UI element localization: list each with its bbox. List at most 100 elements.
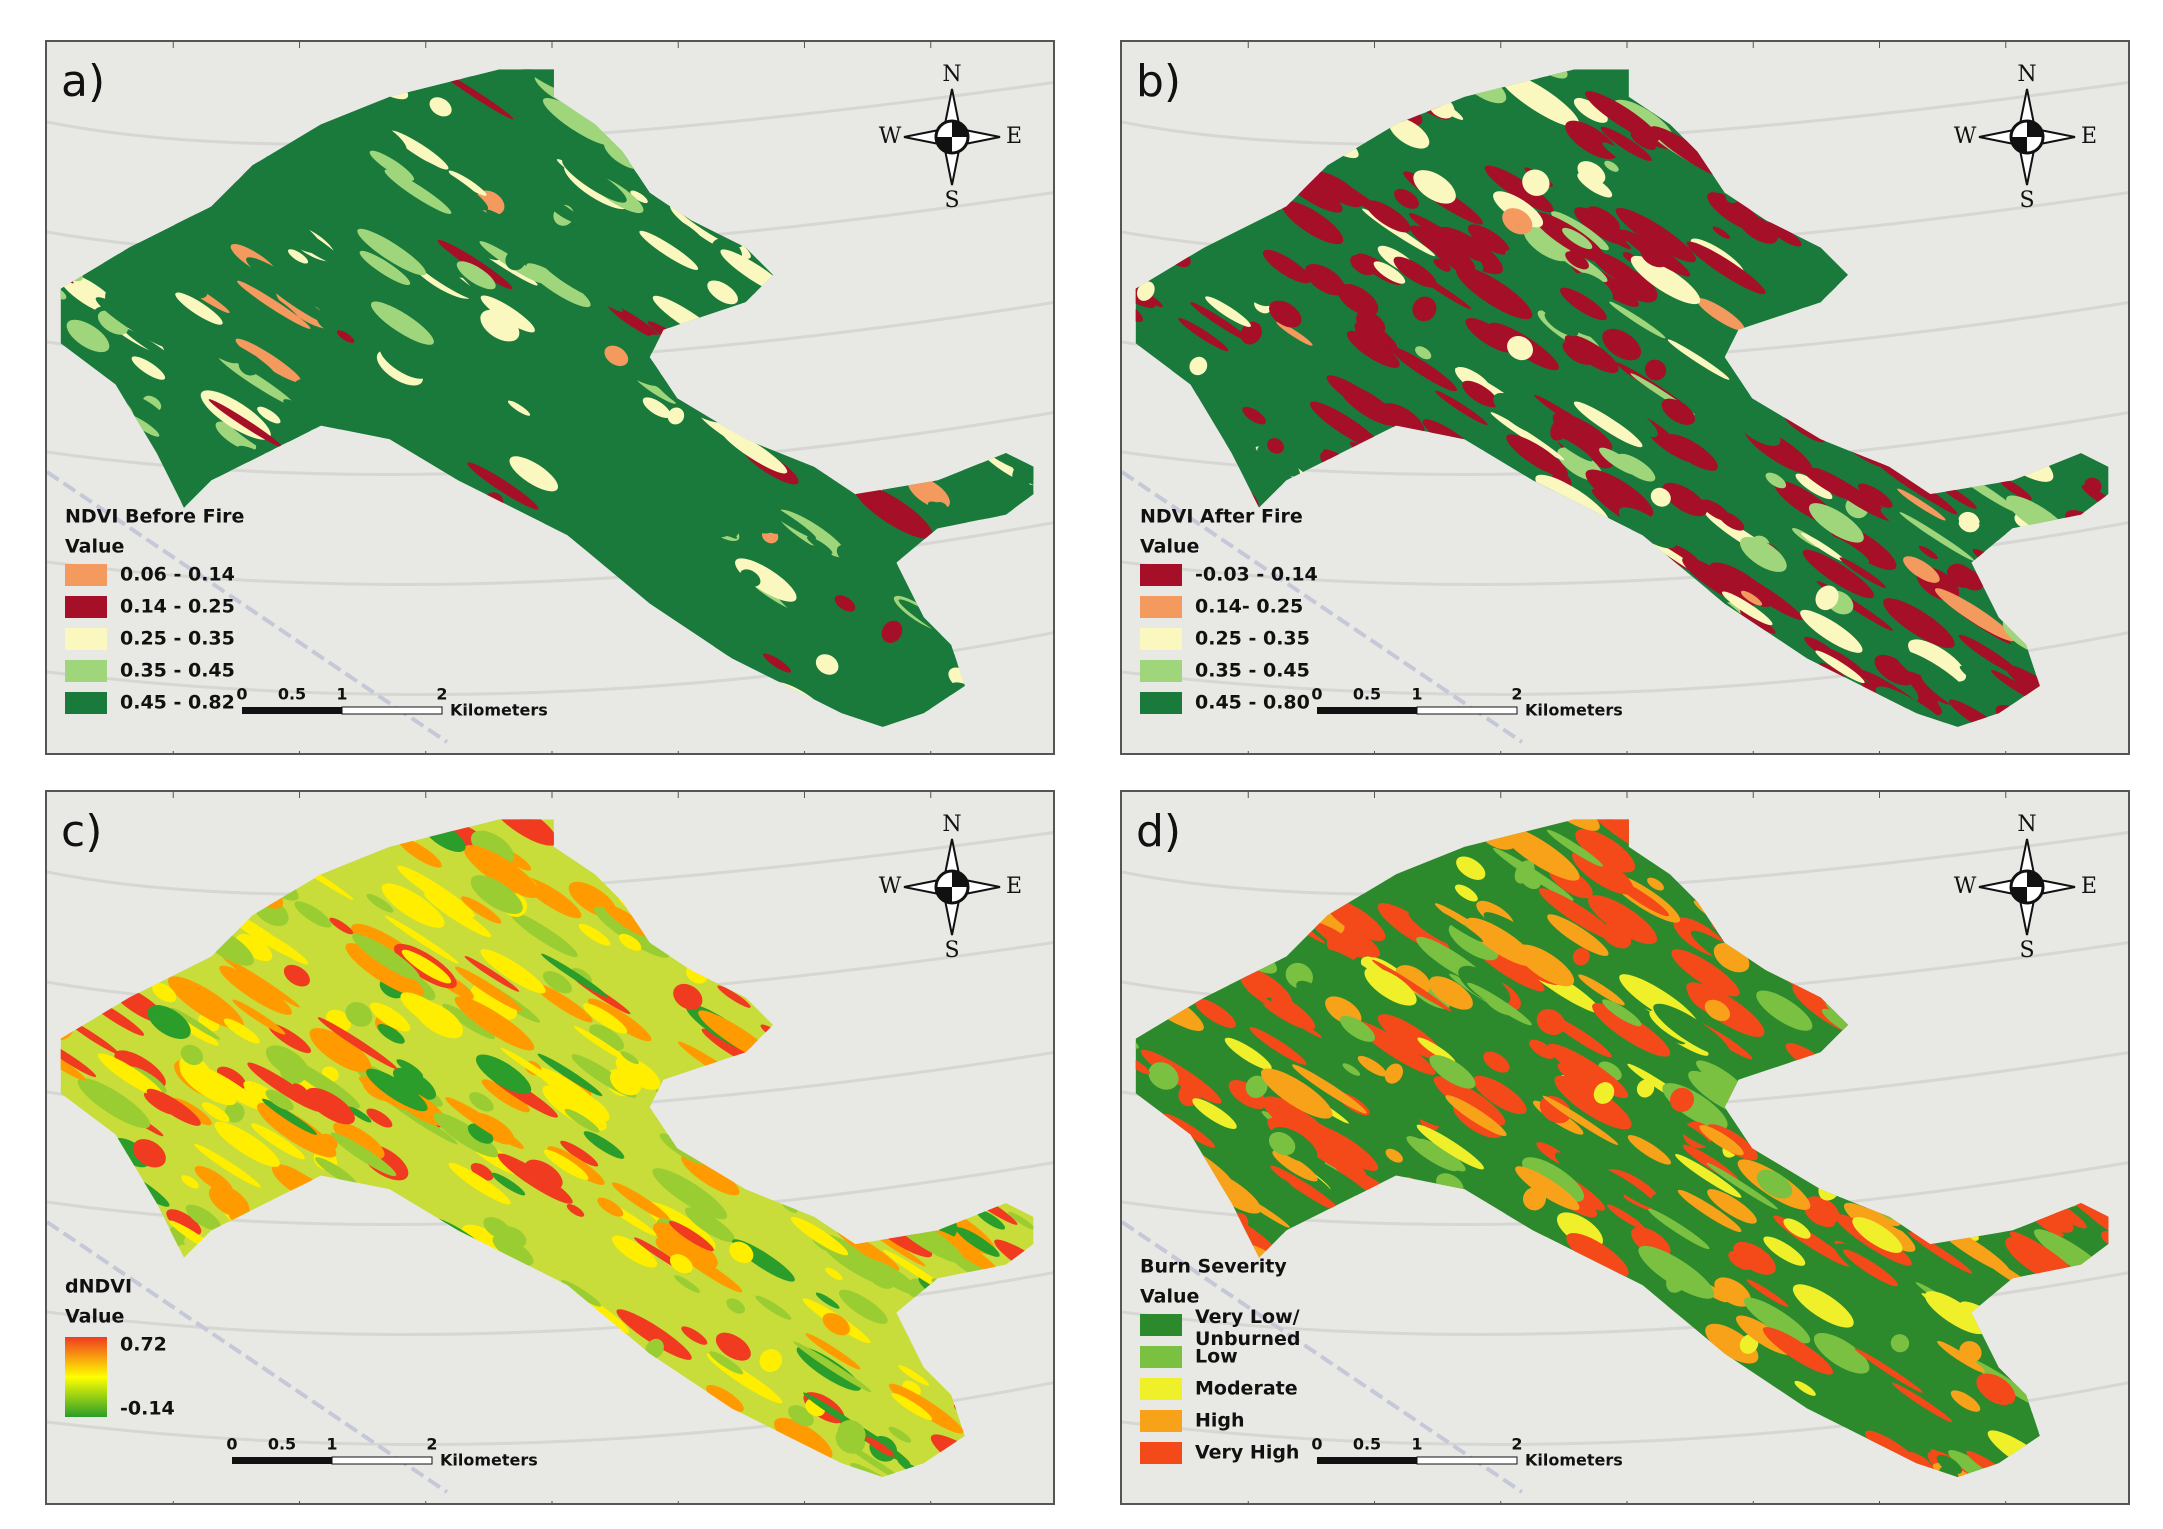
vegetation-patch (110, 717, 172, 727)
vegetation-patch (1602, 999, 1642, 1027)
vegetation-patch (1652, 69, 1723, 95)
vegetation-patch (590, 1418, 662, 1469)
vegetation-patch (836, 544, 869, 570)
vegetation-patch (983, 392, 1011, 417)
vegetation-patch (1692, 69, 1713, 88)
vegetation-patch (345, 1002, 373, 1027)
vegetation-patch (1171, 181, 1208, 208)
vegetation-patch (1671, 69, 1712, 99)
vegetation-patch (468, 454, 539, 501)
vegetation-patch (341, 1243, 418, 1295)
vegetation-patch (1792, 40, 1834, 68)
vegetation-patch (283, 964, 310, 987)
vegetation-patch (964, 161, 1034, 213)
vegetation-patch (1966, 1476, 1986, 1495)
vegetation-patch (1740, 356, 1771, 378)
vegetation-patch (1671, 949, 1740, 997)
vegetation-patch (1866, 819, 1936, 854)
vegetation-patch (1981, 224, 1999, 242)
vegetation-patch (434, 516, 465, 541)
vegetation-patch (689, 159, 728, 191)
vegetation-patch (897, 819, 939, 824)
vegetation-patch (778, 1096, 824, 1130)
vegetation-patch (1348, 645, 1396, 678)
vegetation-patch (1585, 91, 1660, 142)
vegetation-patch (1135, 969, 1164, 1012)
vegetation-patch (924, 974, 988, 1016)
vegetation-patch (768, 167, 836, 213)
vegetation-patch (275, 717, 320, 727)
vegetation-patch (2047, 384, 2109, 429)
vegetation-patch (1504, 629, 1551, 662)
vegetation-patch (1535, 819, 1600, 831)
vegetation-patch (905, 69, 974, 113)
vegetation-patch (1862, 239, 1889, 261)
vegetation-patch (979, 462, 1034, 517)
vegetation-patch (1565, 120, 1618, 160)
vegetation-patch (445, 1097, 524, 1149)
vegetation-patch (1998, 1053, 2026, 1075)
vegetation-patch (2092, 1282, 2109, 1315)
vegetation-patch (68, 429, 91, 448)
vegetation-patch (314, 226, 353, 256)
vegetation-patch (1440, 819, 1506, 828)
vegetation-patch (622, 790, 642, 808)
vegetation-patch (1647, 877, 1664, 891)
vegetation-patch (1504, 249, 1556, 286)
vegetation-patch (2076, 966, 2109, 1002)
vegetation-patch (633, 634, 660, 653)
vegetation-patch (1184, 718, 1228, 727)
vegetation-patch (505, 250, 526, 271)
vegetation-patch (1845, 350, 1902, 390)
vegetation-patch (246, 257, 321, 308)
vegetation-patch (724, 82, 779, 118)
vegetation-patch (1611, 877, 1669, 917)
vegetation-patch (1940, 448, 1963, 465)
vegetation-patch (437, 239, 513, 290)
vegetation-patch (2070, 225, 2105, 253)
vegetation-patch (575, 463, 651, 514)
vegetation-patch (542, 97, 613, 146)
vegetation-patch (251, 1123, 305, 1160)
vegetation-patch (608, 1445, 673, 1477)
vegetation-patch (372, 517, 412, 548)
vegetation-patch (89, 921, 170, 977)
vegetation-patch (559, 369, 641, 422)
vegetation-patch (60, 222, 123, 267)
vegetation-patch (1373, 261, 1406, 284)
vegetation-patch (1442, 580, 1465, 602)
vegetation-patch (609, 1068, 642, 1096)
vegetation-patch (1427, 644, 1460, 672)
vegetation-patch (1959, 665, 2029, 712)
vegetation-patch (1587, 720, 1633, 727)
vegetation-patch (536, 537, 568, 560)
vegetation-patch (1627, 1135, 1672, 1165)
compass-w: W (879, 124, 902, 149)
vegetation-patch (2044, 1017, 2084, 1048)
vegetation-patch (668, 1220, 714, 1252)
vegetation-patch (637, 702, 713, 727)
vegetation-patch (205, 246, 226, 261)
vegetation-patch (763, 303, 799, 333)
vegetation-patch (512, 1392, 549, 1423)
vegetation-patch (1276, 321, 1313, 346)
scale-bar-white (1416, 706, 1518, 715)
vegetation-patch (1139, 163, 1221, 217)
vegetation-patch (1563, 416, 1613, 451)
vegetation-patch (836, 208, 896, 251)
vegetation-patch (1418, 1394, 1463, 1429)
vegetation-patch (340, 819, 382, 838)
vegetation-patch (746, 492, 817, 539)
vegetation-patch (507, 400, 531, 416)
vegetation-patch (1640, 239, 1672, 268)
vegetation-patch (2088, 335, 2109, 362)
vegetation-patch (674, 819, 728, 855)
vegetation-patch (1632, 790, 1658, 811)
vegetation-patch (1938, 911, 2014, 962)
vegetation-patch (1636, 1079, 1655, 1098)
vegetation-patch (1692, 819, 1755, 830)
vegetation-patch (289, 819, 322, 833)
vegetation-patch (2039, 933, 2075, 963)
